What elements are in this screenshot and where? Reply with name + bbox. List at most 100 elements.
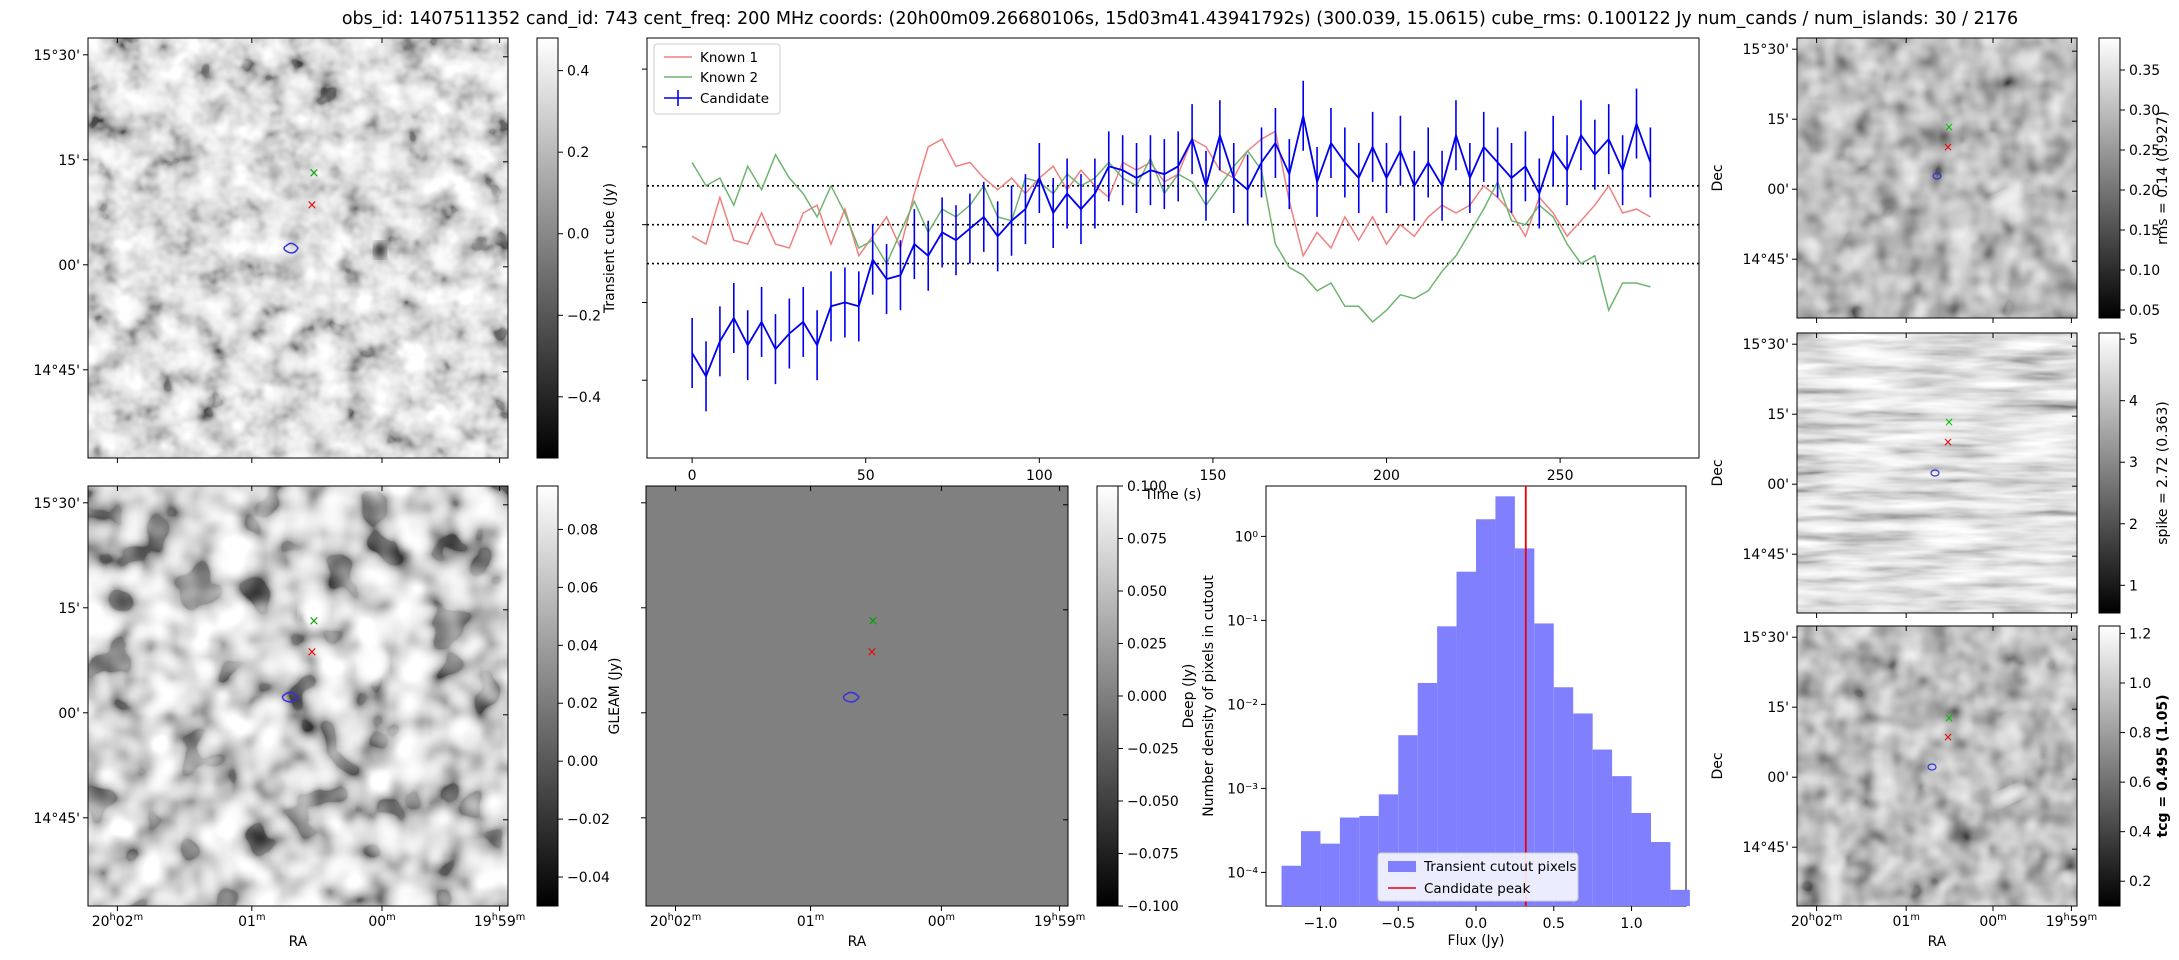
x-tick-label: 250 bbox=[1547, 468, 1574, 484]
spike-colorbar bbox=[2098, 332, 2121, 614]
series-candidate bbox=[691, 115, 1652, 379]
ra-tick-label: 20h02m bbox=[92, 912, 143, 930]
histogram-bar bbox=[1281, 865, 1301, 906]
colorbar-tick-label: 0.20 bbox=[2129, 183, 2160, 199]
histogram-xlabel: Flux (Jy) bbox=[1448, 933, 1505, 949]
dec-tick-label: 15°30' bbox=[1743, 630, 1789, 646]
colorbar-tick-label: −0.02 bbox=[567, 812, 610, 828]
colorbar-tick-label: −0.050 bbox=[1127, 794, 1179, 810]
lightcurve-xlabel: Time (s) bbox=[1144, 487, 1202, 503]
candidate-contour bbox=[283, 242, 299, 254]
dec-tick-label: 00' bbox=[1767, 770, 1789, 786]
dec-tick-label: 14°45' bbox=[1743, 547, 1789, 563]
x-tick-label: −1.0 bbox=[1303, 916, 1337, 932]
ra-axis-label: RA bbox=[289, 934, 308, 950]
colorbar-tick-label: 0.4 bbox=[2129, 825, 2151, 841]
colorbars: 0.4 0.2 0.0 −0.2 −0.4 0.08 0.06 0.04 0.02 0.00 −0.… bbox=[536, 37, 2160, 915]
ra-tick-label: 19h59m bbox=[1034, 912, 1085, 930]
legend-candidate: Candidate bbox=[700, 91, 769, 107]
colorbar-tick-label: 0.000 bbox=[1127, 689, 1167, 705]
colorbar-tick-label: −0.075 bbox=[1127, 847, 1179, 863]
known2-marker: × bbox=[309, 614, 320, 629]
colorbar-tick-label: 0.08 bbox=[567, 522, 598, 538]
colorbar-tick-label: −0.100 bbox=[1127, 899, 1179, 915]
candidate-contour bbox=[1930, 469, 1940, 477]
dec-tick-label: 14°45' bbox=[34, 811, 80, 827]
ra-tick-label: 00m bbox=[928, 912, 955, 930]
colorbar-tick-label: 0.075 bbox=[1127, 532, 1167, 548]
dec-axis-label: Dec bbox=[1710, 459, 1726, 486]
transient-image-panel: × × bbox=[87, 37, 509, 459]
histogram-bar bbox=[1631, 812, 1651, 906]
colorbar-tick-label: 0.10 bbox=[2129, 263, 2160, 279]
known2-marker: × bbox=[1944, 711, 1954, 725]
dec-tick-label: 15' bbox=[1767, 700, 1789, 716]
candidate-marker: × bbox=[1943, 435, 1953, 449]
ra-tick-label: 01m bbox=[1893, 912, 1920, 930]
rms-colorbar bbox=[2098, 37, 2121, 319]
lightcurve-plot-area bbox=[646, 37, 1700, 459]
histogram-bar bbox=[1612, 776, 1632, 906]
legend-transient-pixels: Transient cutout pixels bbox=[1423, 859, 1577, 875]
colorbar-tick-label: 0.4 bbox=[567, 64, 589, 80]
dec-tick-label: 14°45' bbox=[1743, 840, 1789, 856]
histogram-legend: Transient cutout pixels Candidate peak bbox=[1377, 852, 1579, 902]
candidate-marker: × bbox=[867, 645, 878, 660]
candidate-contour bbox=[1932, 172, 1942, 180]
x-tick-label: 200 bbox=[1373, 468, 1400, 484]
candidate-marker: × bbox=[307, 198, 318, 213]
x-tick-label: 150 bbox=[1200, 468, 1227, 484]
colorbar-tick-label: 0.8 bbox=[2129, 726, 2151, 742]
colorbar-tick-label: −0.2 bbox=[567, 308, 601, 324]
x-tick-label: 0 bbox=[688, 468, 697, 484]
candidate-marker: × bbox=[1943, 730, 1953, 744]
colorbar-tick-label: −0.025 bbox=[1127, 742, 1179, 758]
histogram-bar bbox=[1592, 749, 1613, 906]
dec-tick-label: 15' bbox=[1767, 407, 1789, 423]
colorbar-tick-label: 0.6 bbox=[2129, 775, 2151, 791]
dec-tick-label: 00' bbox=[58, 258, 80, 274]
lightcurve-x-ticks: 0 50 100 150 200 250 bbox=[642, 68, 1574, 484]
series-known-2 bbox=[691, 149, 1651, 323]
image-axes: 15°30' 15' 00' 14°45' Dec 15°30' 15' 00' 14°45' D… bbox=[34, 38, 2097, 950]
colorbar-tick-label: −0.4 bbox=[567, 390, 601, 406]
histogram-ylabel: Number density of pixels in cutout bbox=[1201, 575, 1217, 817]
spike-image-panel: × × bbox=[1796, 332, 2078, 614]
gleam-image-panel: × × bbox=[645, 485, 1069, 907]
ra-tick-label: 20h02m bbox=[1791, 912, 1842, 930]
colorbar-tick-label: −0.04 bbox=[567, 870, 610, 886]
ra-tick-label: 00m bbox=[368, 912, 395, 930]
histogram-chart: −1.0 −0.5 0.0 0.5 1.0 10⁻⁴ 10⁻³ 10⁻² 10⁻¹ 10⁰ Flu… bbox=[1201, 485, 1690, 949]
histogram-bar bbox=[1359, 815, 1379, 906]
dec-tick-label: 15°30' bbox=[34, 496, 80, 512]
tcg-image-panel: × × bbox=[1796, 625, 2078, 907]
candidate-contour bbox=[1927, 763, 1937, 771]
colorbar-tick-label: 3 bbox=[2129, 455, 2138, 471]
dec-axis-label: Dec bbox=[1710, 752, 1726, 779]
histogram-bar bbox=[1456, 571, 1476, 906]
colorbar-tick-label: 0.25 bbox=[2129, 143, 2160, 159]
transient-colorbar-label: Transient cube (Jy) bbox=[602, 183, 618, 314]
ra-axis-label: RA bbox=[1928, 934, 1947, 950]
deep-ylabel: Deep (Jy) bbox=[1181, 664, 1197, 729]
ra-tick-label: 00m bbox=[1979, 912, 2006, 930]
colorbar-tick-label: 0.025 bbox=[1127, 637, 1167, 653]
figure-title: obs_id: 1407511352 cand_id: 743 cent_fre… bbox=[342, 9, 2018, 29]
legend-candidate-peak: Candidate peak bbox=[1424, 881, 1530, 897]
y-tick-label: 10⁻¹ bbox=[1227, 613, 1258, 629]
dec-axis-label: Dec bbox=[1710, 164, 1726, 191]
dec-tick-label: 15°30' bbox=[1743, 337, 1789, 353]
ra-axis-label: RA bbox=[848, 934, 867, 950]
colorbar-tick-label: 0.35 bbox=[2129, 63, 2160, 79]
dec-tick-label: 00' bbox=[1767, 182, 1789, 198]
histogram-bar bbox=[1339, 817, 1360, 906]
colorbar-tick-label: 1 bbox=[2129, 578, 2138, 594]
lightcurve-chart: 0 50 100 150 200 250 Time (s) Known 1 Known 2… bbox=[642, 37, 1700, 503]
tcg-colorbar bbox=[2098, 625, 2121, 907]
x-tick-label: 100 bbox=[1026, 468, 1053, 484]
histogram-bar bbox=[1476, 519, 1496, 906]
histogram-bar bbox=[1320, 843, 1340, 906]
dec-tick-label: 00' bbox=[1767, 477, 1789, 493]
gleam-colorbar-label: GLEAM (Jy) bbox=[607, 658, 623, 735]
histogram-bar bbox=[1534, 623, 1554, 906]
